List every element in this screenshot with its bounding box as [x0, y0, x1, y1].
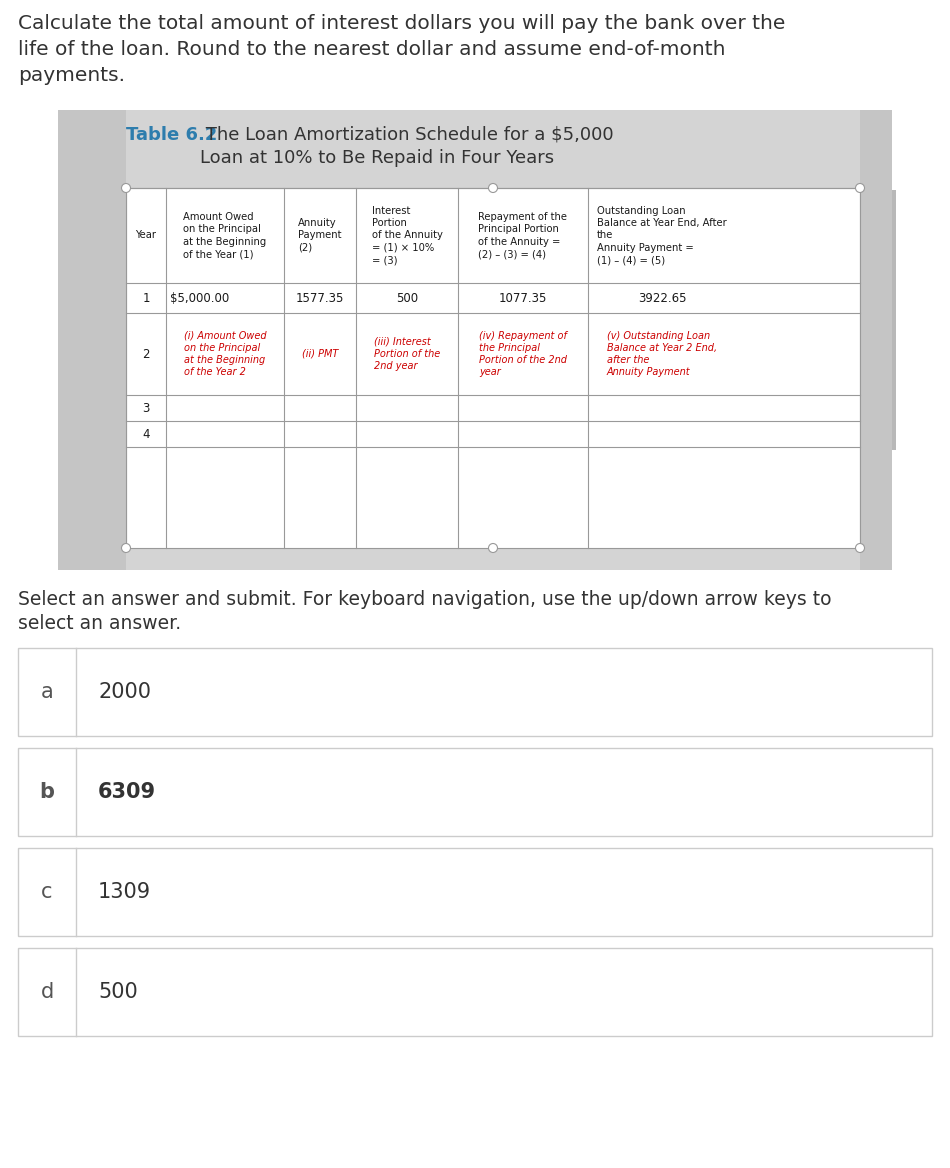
Text: 1577.35: 1577.35	[295, 292, 344, 305]
Text: 1309: 1309	[98, 882, 151, 902]
Bar	[18, 648, 932, 736]
Bar	[58, 110, 126, 570]
Text: 3: 3	[142, 402, 150, 415]
Text: (ii) PMT: (ii) PMT	[302, 349, 338, 359]
Bar	[18, 848, 932, 936]
Bar	[18, 748, 932, 836]
Circle shape	[488, 543, 498, 552]
Text: (i) Amount Owed
on the Principal
at the Beginning
of the Year 2: (i) Amount Owed on the Principal at the …	[183, 331, 266, 377]
Text: The Loan Amortization Schedule for a $5,000
Loan at 10% to Be Repaid in Four Yea: The Loan Amortization Schedule for a $5,…	[200, 126, 614, 167]
Bar	[860, 110, 892, 570]
Bar	[126, 188, 860, 548]
Circle shape	[856, 543, 864, 552]
Text: 1077.35: 1077.35	[499, 292, 547, 305]
Text: Calculate the total amount of interest dollars you will pay the bank over the: Calculate the total amount of interest d…	[18, 14, 786, 33]
Text: 2: 2	[142, 348, 150, 361]
Text: (iii) Interest
Portion of the
2nd year: (iii) Interest Portion of the 2nd year	[374, 338, 440, 371]
Text: c: c	[41, 882, 53, 902]
Circle shape	[122, 183, 130, 193]
Text: (v) Outstanding Loan
Balance at Year 2 End,
after the
Annuity Payment: (v) Outstanding Loan Balance at Year 2 E…	[607, 331, 717, 377]
Text: 3922.65: 3922.65	[637, 292, 686, 305]
Circle shape	[856, 183, 864, 193]
Circle shape	[488, 183, 498, 193]
Text: Select an answer and submit. For keyboard navigation, use the up/down arrow keys: Select an answer and submit. For keyboar…	[18, 590, 831, 609]
Bar	[58, 110, 892, 570]
Text: b: b	[40, 783, 54, 802]
Text: $5,000.00: $5,000.00	[170, 292, 229, 305]
Text: Annuity
Payment
(2): Annuity Payment (2)	[298, 218, 342, 253]
Text: 1: 1	[142, 292, 150, 305]
Text: select an answer.: select an answer.	[18, 614, 181, 633]
Text: 500: 500	[396, 292, 418, 305]
Text: Year: Year	[136, 230, 157, 241]
Text: 500: 500	[98, 982, 138, 1002]
Bar	[874, 190, 896, 450]
Text: Amount Owed
on the Principal
at the Beginning
of the Year (1): Amount Owed on the Principal at the Begi…	[183, 211, 267, 259]
Text: d: d	[40, 982, 53, 1002]
Text: Interest
Portion
of the Annuity
= (1) × 10%
= (3): Interest Portion of the Annuity = (1) × …	[371, 206, 443, 265]
Text: payments.: payments.	[18, 67, 125, 85]
Text: 4: 4	[142, 427, 150, 440]
Text: Outstanding Loan
Balance at Year End, After
the
Annuity Payment =
(1) – (4) = (5: Outstanding Loan Balance at Year End, Af…	[598, 206, 727, 265]
Text: (iv) Repayment of
the Principal
Portion of the 2nd
year: (iv) Repayment of the Principal Portion …	[479, 331, 567, 377]
Bar	[18, 948, 932, 1036]
Text: Table 6.2: Table 6.2	[126, 126, 218, 144]
Text: life of the loan. Round to the nearest dollar and assume end-of-month: life of the loan. Round to the nearest d…	[18, 40, 726, 60]
Text: a: a	[41, 682, 53, 702]
Text: 2000: 2000	[98, 682, 151, 702]
Circle shape	[122, 543, 130, 552]
Text: Repayment of the
Principal Portion
of the Annuity =
(2) – (3) = (4): Repayment of the Principal Portion of th…	[479, 211, 567, 259]
Text: 6309: 6309	[98, 783, 156, 802]
